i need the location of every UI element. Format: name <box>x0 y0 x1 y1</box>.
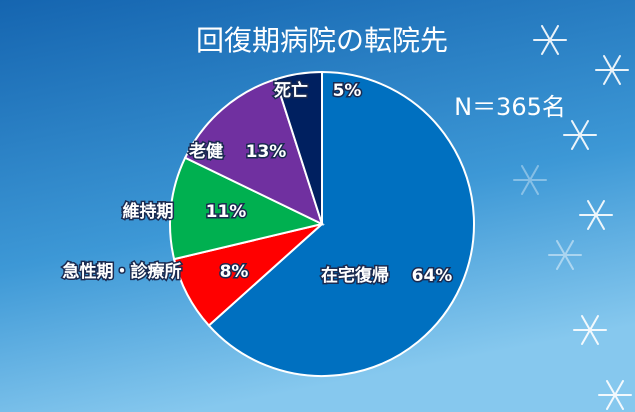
value-label: 5% <box>333 81 362 101</box>
slide: 回復期病院の転院先 N＝365名 在宅復帰 64% 急性期・診療所 8% 維持期 11% 老… <box>0 0 635 412</box>
annotation: N＝365名 <box>454 93 566 121</box>
value-label: 64% <box>412 266 453 286</box>
value-label: 8% <box>220 262 249 282</box>
slice-label: 老健 <box>188 141 223 162</box>
slice-label: 在宅復帰 <box>321 265 389 286</box>
slice-label: 維持期 <box>123 201 174 222</box>
value-label: 11% <box>206 202 247 222</box>
slice-label: 急性期・診療所 <box>63 261 182 282</box>
value-label: 13% <box>246 142 287 162</box>
chart-title: 回復期病院の転院先 <box>196 24 448 57</box>
slice-label: 死亡 <box>274 80 308 101</box>
